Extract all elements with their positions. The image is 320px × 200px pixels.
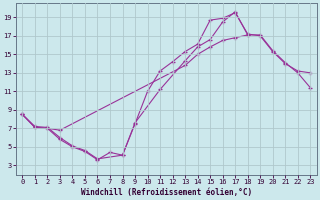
X-axis label: Windchill (Refroidissement éolien,°C): Windchill (Refroidissement éolien,°C) (81, 188, 252, 197)
